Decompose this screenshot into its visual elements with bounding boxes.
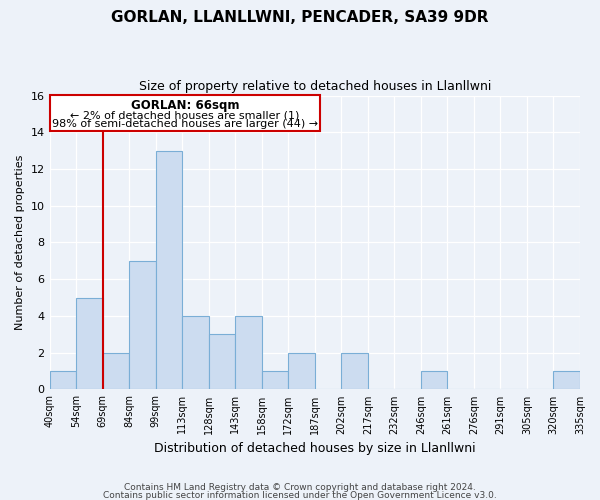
Text: 98% of semi-detached houses are larger (44) →: 98% of semi-detached houses are larger (… (52, 120, 318, 130)
Text: GORLAN: 66sqm: GORLAN: 66sqm (131, 99, 239, 112)
Text: Contains public sector information licensed under the Open Government Licence v3: Contains public sector information licen… (103, 490, 497, 500)
Bar (182, 316, 209, 390)
Bar (341, 352, 368, 390)
Bar (50, 371, 76, 390)
Bar (262, 371, 288, 390)
Text: Contains HM Land Registry data © Crown copyright and database right 2024.: Contains HM Land Registry data © Crown c… (124, 484, 476, 492)
FancyBboxPatch shape (50, 94, 320, 132)
Bar (235, 316, 262, 390)
Bar (155, 150, 182, 390)
Bar (553, 371, 580, 390)
Bar (209, 334, 235, 390)
Bar (288, 352, 315, 390)
Text: GORLAN, LLANLLWNI, PENCADER, SA39 9DR: GORLAN, LLANLLWNI, PENCADER, SA39 9DR (111, 10, 489, 25)
Bar (76, 298, 103, 390)
Bar (129, 261, 155, 390)
Text: ← 2% of detached houses are smaller (1): ← 2% of detached houses are smaller (1) (70, 110, 299, 120)
X-axis label: Distribution of detached houses by size in Llanllwni: Distribution of detached houses by size … (154, 442, 476, 455)
Bar (421, 371, 448, 390)
Title: Size of property relative to detached houses in Llanllwni: Size of property relative to detached ho… (139, 80, 491, 93)
Bar (103, 352, 129, 390)
Y-axis label: Number of detached properties: Number of detached properties (15, 155, 25, 330)
